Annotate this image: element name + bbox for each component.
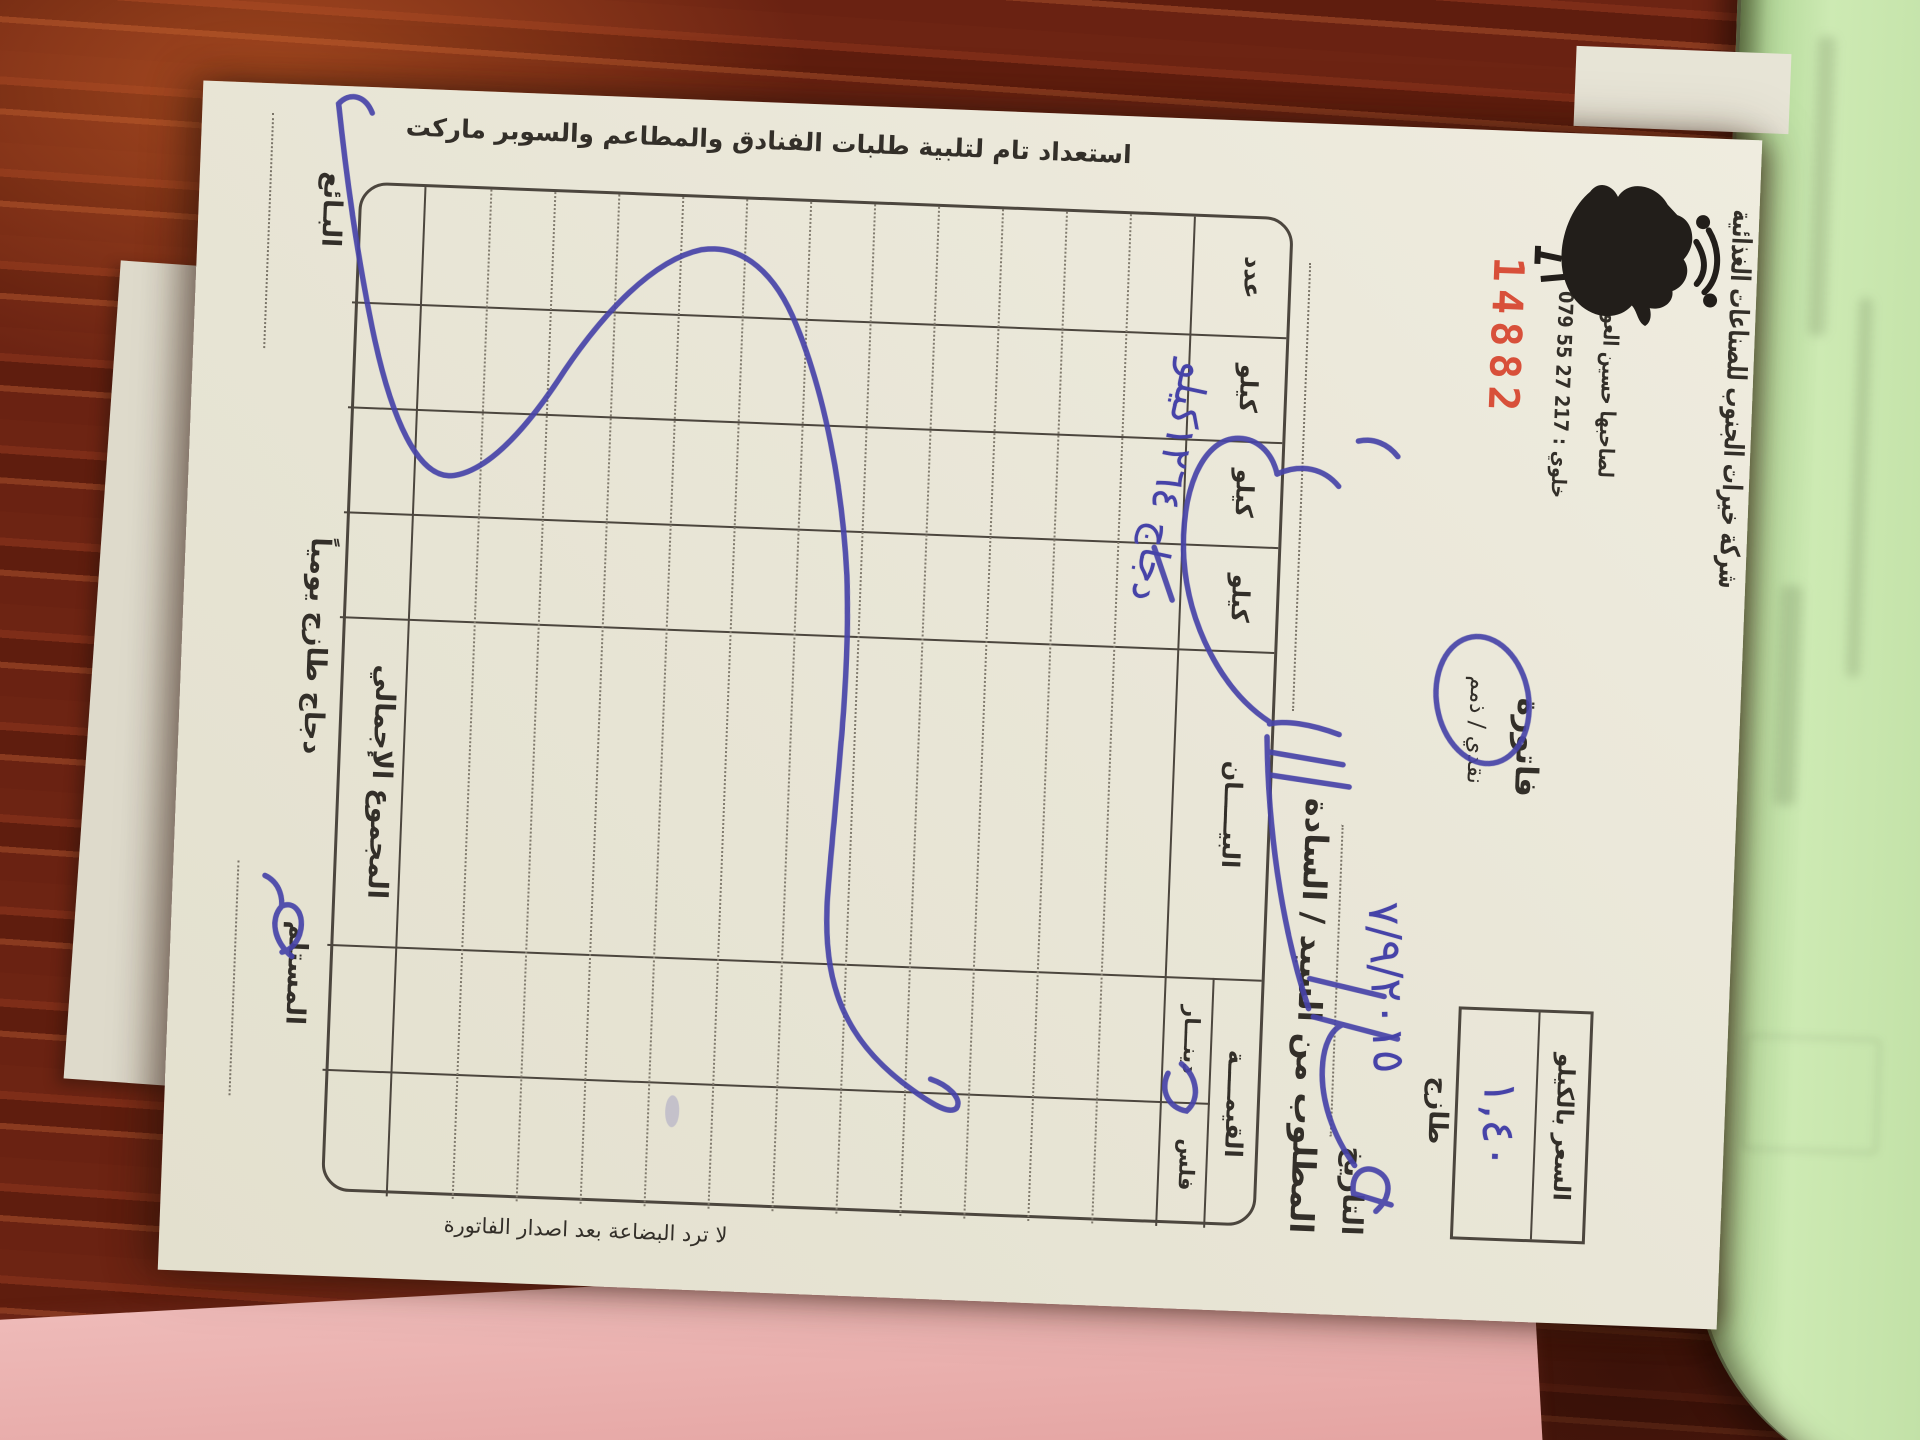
- rooster-logo: [1534, 185, 1721, 327]
- ink-ghost-mark: [1845, 297, 1874, 678]
- ink-ghost-mark: [1807, 35, 1837, 337]
- pen-smudge: [665, 1095, 680, 1128]
- logo-calligraphy: [1693, 215, 1721, 308]
- invoice-page: شركة خيرات الجنوب للصناعات الغذائية لصاح…: [157, 80, 1763, 1330]
- ink-ghost-box: [1741, 1033, 1882, 1155]
- pen-circle-around-credit: [1433, 633, 1532, 767]
- pen-customer-name-scrawl: [1162, 435, 1401, 1215]
- paper-edge-step: [1573, 45, 1792, 135]
- pen-quantity-dash: [1151, 544, 1175, 603]
- rooster-silhouette: [1561, 185, 1693, 327]
- rooster-feet: [1534, 245, 1566, 282]
- pen-strokes-layer: [262, 93, 1532, 1215]
- pen-receiver-scribble: [262, 872, 305, 960]
- ink-ghost-mark: [1773, 584, 1803, 806]
- pen-swoosh: [335, 93, 961, 1113]
